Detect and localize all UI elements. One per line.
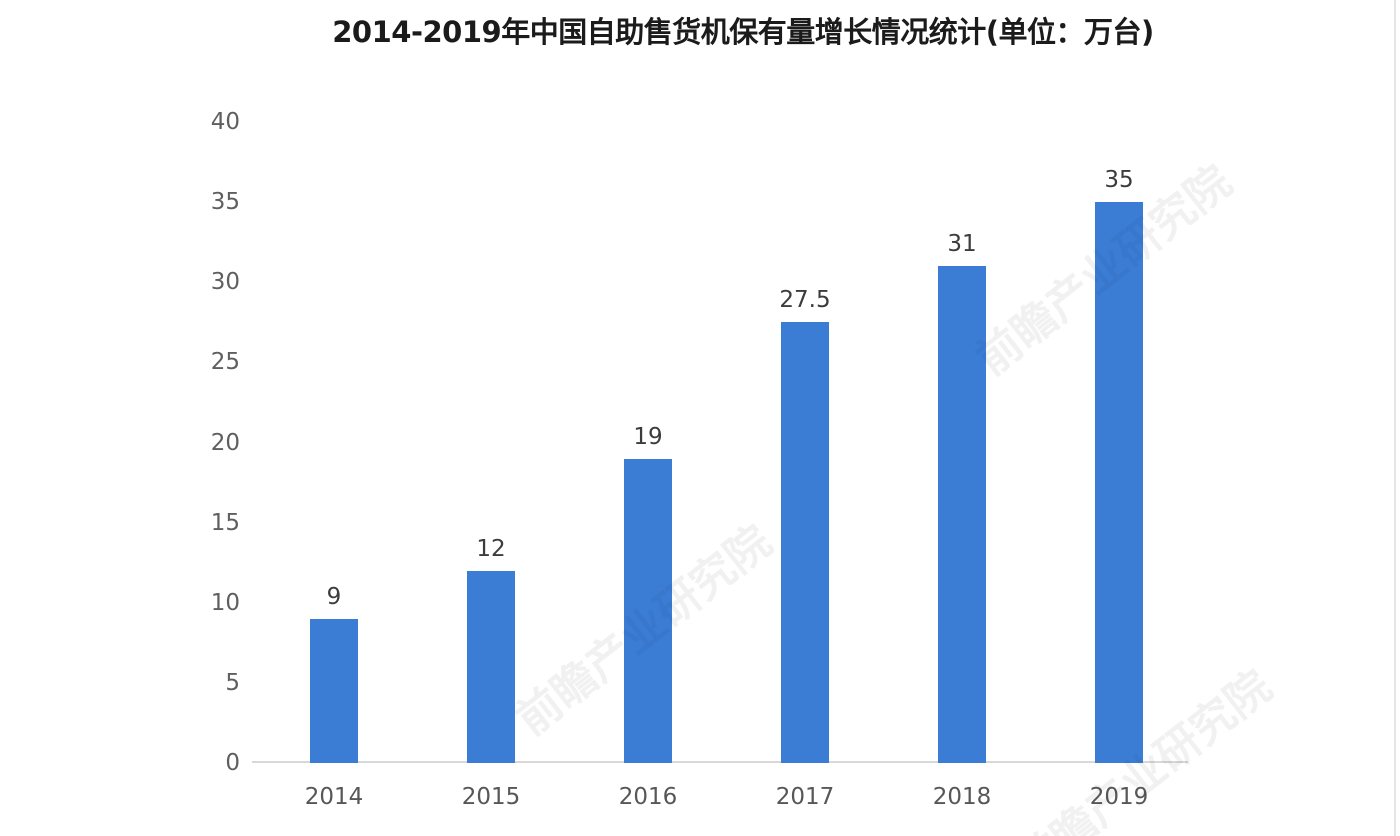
y-axis-tick-label: 40 xyxy=(210,109,240,135)
bar-value-label: 12 xyxy=(476,536,506,562)
y-axis-tick-label: 10 xyxy=(210,589,240,616)
x-axis-line xyxy=(252,761,1188,763)
x-axis-tick-label: 2017 xyxy=(775,784,835,810)
y-axis-tick-label: 25 xyxy=(210,349,240,376)
bar-value-label: 31 xyxy=(947,231,977,257)
bar-2015 xyxy=(467,571,515,763)
bar-2018 xyxy=(938,266,986,763)
right-edge-divider xyxy=(1394,0,1396,836)
y-axis-tick-label: 15 xyxy=(210,509,240,536)
bar-2016 xyxy=(624,459,672,763)
x-axis-tick-label: 2016 xyxy=(618,784,678,810)
x-axis-tick-label: 2015 xyxy=(461,784,521,810)
y-axis-tick-label: 5 xyxy=(225,669,240,696)
bar-2014 xyxy=(310,619,358,763)
y-axis-tick-label: 30 xyxy=(210,269,240,296)
y-axis-tick-label: 0 xyxy=(225,750,240,776)
bar-2019 xyxy=(1095,202,1143,763)
bar-value-label: 9 xyxy=(326,584,342,610)
x-axis-tick-label: 2019 xyxy=(1089,784,1149,810)
bar-value-label: 19 xyxy=(633,424,663,450)
x-axis-tick-label: 2014 xyxy=(304,784,364,810)
chart-title: 2014-2019年中国自助售货机保有量增长情况统计(单位：万台) xyxy=(332,15,1154,49)
y-axis-tick-label: 20 xyxy=(210,429,240,456)
bar-value-label: 27.5 xyxy=(779,287,831,313)
y-axis-tick-label: 35 xyxy=(210,189,240,216)
bar-value-label: 35 xyxy=(1104,167,1134,193)
x-axis-tick-label: 2018 xyxy=(932,784,992,810)
bar-2017 xyxy=(781,322,829,763)
